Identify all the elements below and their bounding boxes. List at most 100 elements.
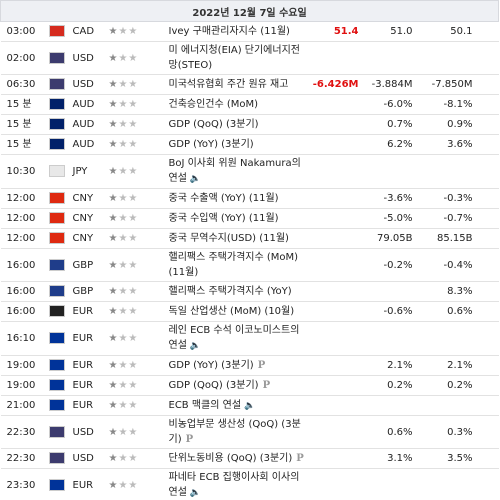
previous-value: 0.6% xyxy=(414,301,475,322)
importance: ★★★ xyxy=(106,375,167,396)
event-text: 중국 수입액 (YoY) (11월) xyxy=(168,213,279,224)
preliminary-note: P xyxy=(296,453,304,464)
event-text: GDP (YoY) (3분기) xyxy=(168,360,254,371)
flag xyxy=(48,425,65,438)
spacer xyxy=(474,74,499,95)
flag-cell xyxy=(46,228,71,249)
currency: CAD xyxy=(70,21,107,42)
previous-value xyxy=(414,321,475,356)
spacer xyxy=(474,281,499,302)
actual-value xyxy=(310,228,361,249)
actual-value: -6.426M xyxy=(310,74,361,95)
spacer xyxy=(474,41,499,75)
event-row[interactable]: 16:10 EUR ★★★ 레인 ECB 수석 이코노미스트의 연설 🔈 xyxy=(0,321,499,356)
time: 16:10 xyxy=(0,321,47,356)
event-name: GDP (YoY) (3분기) P xyxy=(166,355,311,376)
event-row[interactable]: 23:30 EUR ★★★ 파네타 ECB 집행이사회 이사의 연설 🔈 xyxy=(0,468,499,500)
event-row[interactable]: 12:00 CNY ★★★ 중국 무역수지(USD) (11월) 79.05B 85.15… xyxy=(0,228,499,249)
flag xyxy=(48,232,65,244)
event-name: 건축승인건수 (MoM) xyxy=(166,94,311,115)
event-name: 미 에너지청(EIA) 단기에너지전망(STEO) xyxy=(166,41,311,75)
previous-value xyxy=(414,154,475,189)
currency: EUR xyxy=(70,301,107,322)
currency: CNY xyxy=(70,188,107,209)
event-text: 중국 무역수지(USD) (11월) xyxy=(168,233,289,244)
event-row[interactable]: 21:00 EUR ★★★ ECB 맥클의 연설 🔈 xyxy=(0,395,499,416)
event-row[interactable]: 16:00 GBP ★★★ 핼리팩스 주택가격지수 (YoY) 8.3% xyxy=(0,281,499,302)
event-row[interactable]: 19:00 EUR ★★★ GDP (QoQ) (3분기) P 0.2% 0.2% xyxy=(0,375,499,396)
event-row[interactable]: 15 분 AUD ★★★ 건축승인건수 (MoM) -6.0% -8.1% xyxy=(0,94,499,115)
event-row[interactable]: 10:30 JPY ★★★ BoJ 이사회 위원 Nakamura의 연설 🔈 xyxy=(0,154,499,189)
flag-cell xyxy=(46,74,71,95)
event-row[interactable]: 06:30 USD ★★★ 미국석유협회 주간 원유 재고 -6.426M -3.884M… xyxy=(0,74,499,95)
speech-icon: 🔈 xyxy=(189,174,202,184)
actual-value xyxy=(310,395,361,416)
spacer xyxy=(474,375,499,396)
importance: ★★★ xyxy=(106,188,167,209)
importance: ★★★ xyxy=(106,468,167,500)
flag-cell xyxy=(46,301,71,322)
actual-value xyxy=(310,41,361,75)
speech-icon: 🔈 xyxy=(189,488,202,498)
event-row[interactable]: 15 분 AUD ★★★ GDP (QoQ) (3분기) 0.7% 0.9% xyxy=(0,114,499,135)
event-row[interactable]: 16:00 GBP ★★★ 핼리팩스 주택가격지수 (MoM) (11월) -0.2% -… xyxy=(0,248,499,282)
event-name: 레인 ECB 수석 이코노미스트의 연설 🔈 xyxy=(166,321,311,356)
forecast-value: -3.6% xyxy=(360,188,415,209)
event-row[interactable]: 15 분 AUD ★★★ GDP (YoY) (3분기) 6.2% 3.6% xyxy=(0,134,499,155)
flag-cell xyxy=(46,281,71,302)
time: 03:00 xyxy=(0,21,47,42)
flag xyxy=(48,25,65,37)
importance: ★★★ xyxy=(106,154,167,189)
event-row[interactable]: 02:00 USD ★★★ 미 에너지청(EIA) 단기에너지전망(STEO) xyxy=(0,41,499,75)
importance: ★★★ xyxy=(106,301,167,322)
previous-value: -0.7% xyxy=(414,208,475,229)
currency: CNY xyxy=(70,228,107,249)
spacer xyxy=(474,355,499,376)
event-row[interactable]: 12:00 CNY ★★★ 중국 수입액 (YoY) (11월) -5.0% -0.7% xyxy=(0,208,499,229)
forecast-value: 2.1% xyxy=(360,355,415,376)
importance: ★★★ xyxy=(106,134,167,155)
event-row[interactable]: 19:00 EUR ★★★ GDP (YoY) (3분기) P 2.1% 2.1% xyxy=(0,355,499,376)
flag xyxy=(48,285,65,297)
flag xyxy=(48,192,65,204)
forecast-value xyxy=(360,281,415,302)
flag-cell xyxy=(46,321,71,356)
flag xyxy=(48,258,65,271)
event-name: 중국 수출액 (YoY) (11월) xyxy=(166,188,311,209)
importance: ★★★ xyxy=(106,228,167,249)
flag xyxy=(48,138,65,150)
event-row[interactable]: 12:00 CNY ★★★ 중국 수출액 (YoY) (11월) -3.6% -0.3% xyxy=(0,188,499,209)
previous-value: 3.5% xyxy=(414,448,475,469)
spacer xyxy=(474,134,499,155)
previous-value xyxy=(414,395,475,416)
flag-cell xyxy=(46,375,71,396)
date-header: 2022년 12월 7일 수요일 xyxy=(0,0,500,22)
currency: AUD xyxy=(70,94,107,115)
event-text: GDP (QoQ) (3분기) xyxy=(168,380,259,391)
actual-value xyxy=(310,208,361,229)
preliminary-note: P xyxy=(257,360,266,371)
time: 15 분 xyxy=(0,134,47,155)
flag xyxy=(48,118,65,130)
previous-value: 50.1 xyxy=(414,21,475,42)
currency: USD xyxy=(70,41,107,75)
previous-value: -0.3% xyxy=(414,188,475,209)
time: 23:30 xyxy=(0,468,47,500)
event-row[interactable]: 22:30 USD ★★★ 비농업부문 생산성 (QoQ) (3분기) P 0.6% 0.3… xyxy=(0,415,499,449)
event-text: 미국석유협회 주간 원유 재고 xyxy=(168,79,289,90)
event-name: 파네타 ECB 집행이사회 이사의 연설 🔈 xyxy=(166,468,311,500)
event-name: 중국 무역수지(USD) (11월) xyxy=(166,228,311,249)
event-row[interactable]: 03:00 CAD ★★★ Ivey 구매관리자지수 (11월) 51.4 51.0 50.… xyxy=(0,21,499,42)
event-row[interactable]: 22:30 USD ★★★ 단위노동비용 (QoQ) (3분기) P 3.1% 3.5% xyxy=(0,448,499,469)
spacer xyxy=(474,448,499,469)
forecast-value: 79.05B xyxy=(360,228,415,249)
event-name: BoJ 이사회 위원 Nakamura의 연설 🔈 xyxy=(166,154,311,189)
spacer xyxy=(474,395,499,416)
currency: EUR xyxy=(70,395,107,416)
event-row[interactable]: 16:00 EUR ★★★ 독일 산업생산 (MoM) (10월) -0.6% 0.6% xyxy=(0,301,499,322)
event-text: 단위노동비용 (QoQ) (3분기) xyxy=(168,453,293,464)
event-text: 파네타 ECB 집행이사회 이사의 연설 xyxy=(168,472,300,498)
flag xyxy=(48,399,65,411)
previous-value: 3.6% xyxy=(414,134,475,155)
currency: USD xyxy=(70,415,107,449)
